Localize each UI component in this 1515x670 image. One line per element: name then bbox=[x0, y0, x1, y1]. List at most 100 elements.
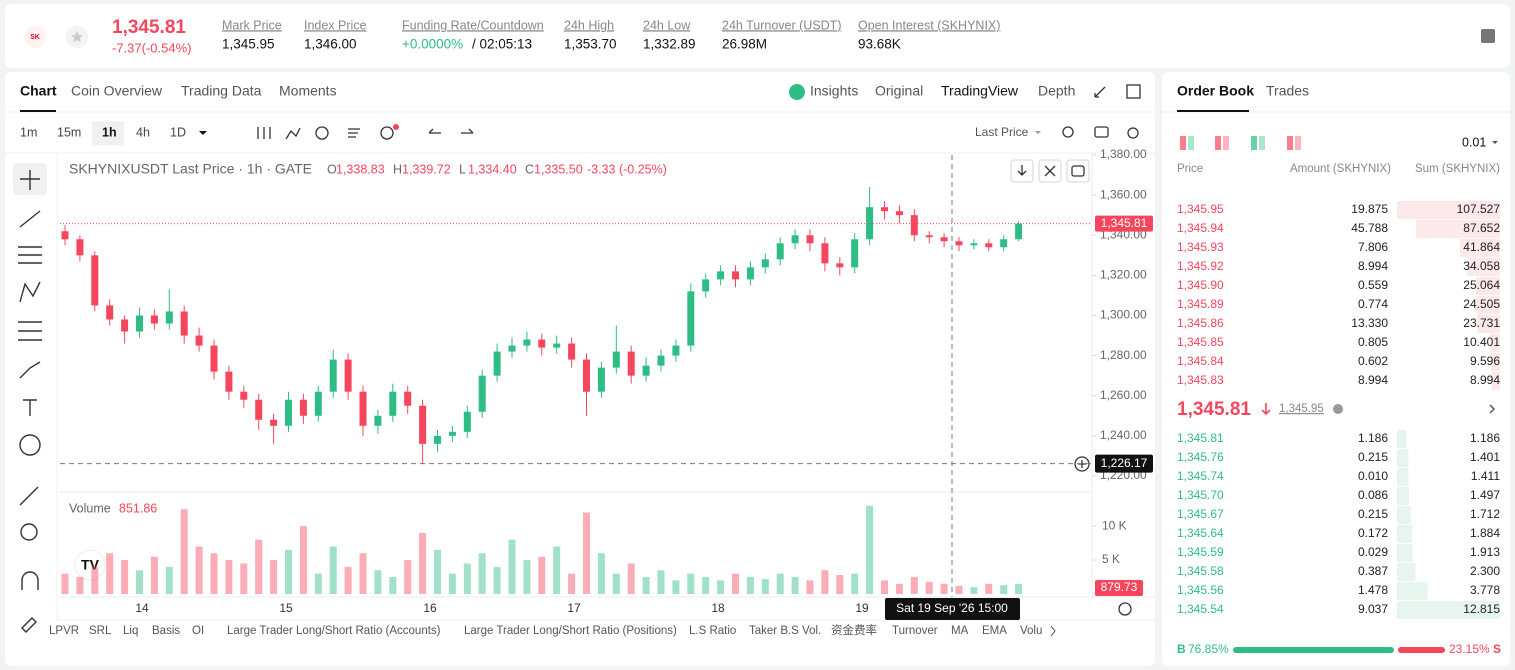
interval[interactable]: 15m bbox=[57, 125, 81, 139]
chart-tab[interactable]: Moments bbox=[279, 83, 337, 99]
chart-tab[interactable]: Trading Data bbox=[181, 83, 262, 99]
candle-body bbox=[881, 207, 888, 212]
interval[interactable]: 1h bbox=[102, 125, 117, 139]
legend-key: C bbox=[525, 162, 534, 176]
candle-body bbox=[508, 345, 516, 352]
bid-price: 1,345.81 bbox=[1177, 431, 1224, 445]
bid-price: 1,345.54 bbox=[1177, 602, 1224, 616]
indicator-tab[interactable]: L.S Ratio bbox=[689, 625, 736, 637]
drawing-tools[interactable] bbox=[13, 163, 47, 633]
indicator-tab[interactable]: Taker B.S Vol. bbox=[749, 625, 821, 637]
stat-value: 1,345.95 bbox=[222, 37, 275, 52]
ask-price: 1,345.92 bbox=[1177, 259, 1224, 273]
indicator-tab[interactable]: LPVR bbox=[49, 625, 79, 637]
chart-title: SKHYNIXUSDT Last Price · 1h · GATE bbox=[69, 161, 312, 177]
volume-bar bbox=[642, 577, 650, 594]
indicator-tab[interactable]: Volu bbox=[1020, 625, 1042, 637]
candle-body bbox=[791, 235, 799, 244]
candle-body bbox=[910, 215, 918, 236]
indicator-tab[interactable]: SRL bbox=[89, 625, 112, 637]
ob-tab[interactable]: Trades bbox=[1266, 83, 1309, 99]
indicator-tab[interactable]: Basis bbox=[152, 625, 180, 637]
volume-bar bbox=[195, 546, 203, 594]
tick-size[interactable]: 0.01 bbox=[1462, 135, 1486, 149]
volume-bar bbox=[761, 579, 769, 594]
buy-pct: 76.85% bbox=[1188, 642, 1229, 656]
ob-view-icon[interactable] bbox=[1251, 136, 1257, 150]
volume-bar bbox=[180, 509, 188, 594]
view-tab[interactable]: Insights bbox=[810, 83, 858, 99]
indicator-tab[interactable]: OI bbox=[192, 625, 204, 637]
ask-price: 1,345.95 bbox=[1177, 202, 1224, 216]
candle-body bbox=[895, 211, 903, 216]
chart-toolbar-icons[interactable] bbox=[257, 84, 1141, 616]
chart-tab[interactable]: Coin Overview bbox=[71, 83, 163, 99]
bid-price: 1,345.58 bbox=[1177, 564, 1224, 578]
volume-bar bbox=[121, 560, 129, 594]
view-tab[interactable]: Original bbox=[875, 83, 923, 99]
ask-depth bbox=[1491, 372, 1500, 390]
indicator-tab[interactable]: Large Trader Long/Short Ratio (Positions… bbox=[464, 625, 677, 637]
ob-tab-underline bbox=[1177, 110, 1249, 112]
ob-view-icon[interactable] bbox=[1188, 136, 1194, 150]
volume-bar bbox=[866, 505, 874, 594]
ask-amount: 0.774 bbox=[1358, 297, 1388, 311]
indicator-tab[interactable]: Liq bbox=[123, 625, 138, 637]
ask-sum: 87.652 bbox=[1463, 221, 1500, 235]
ob-view-icon[interactable] bbox=[1223, 136, 1229, 150]
volume-bar bbox=[746, 577, 754, 594]
chart-tab[interactable]: Chart bbox=[20, 83, 57, 99]
interval[interactable]: 1D bbox=[170, 125, 186, 139]
bid-depth bbox=[1397, 601, 1500, 619]
volume-bar bbox=[553, 546, 561, 594]
volume-bar bbox=[136, 570, 143, 594]
volume-bar bbox=[106, 553, 114, 594]
indicator-tab[interactable]: 资金费率 bbox=[831, 623, 877, 637]
last-price-tag-text: 1,345.81 bbox=[1101, 216, 1148, 230]
ob-view-icon[interactable] bbox=[1295, 136, 1301, 150]
ob-view-icon[interactable] bbox=[1259, 136, 1265, 150]
ob-view-icon[interactable] bbox=[1215, 136, 1221, 150]
ob-col: Sum (SKHYNIX) bbox=[1415, 163, 1500, 175]
layout-icon[interactable] bbox=[1481, 29, 1495, 43]
legend-value: 1,339.72 bbox=[402, 162, 451, 176]
ask-amount: 7.806 bbox=[1358, 240, 1388, 254]
ob-view-icon[interactable] bbox=[1180, 136, 1186, 150]
indicator-next[interactable] bbox=[1050, 625, 1056, 637]
view-tab[interactable]: TradingView bbox=[941, 83, 1019, 99]
x-tick-label: 14 bbox=[135, 601, 149, 615]
interval[interactable]: 1m bbox=[20, 125, 37, 139]
stat-label: 24h Low bbox=[643, 18, 691, 32]
indicator-tab[interactable]: Large Trader Long/Short Ratio (Accounts) bbox=[227, 625, 441, 637]
stat-extra: / 02:05:13 bbox=[472, 37, 532, 52]
ob-tab[interactable]: Order Book bbox=[1177, 83, 1254, 99]
mid-chevron[interactable] bbox=[1489, 404, 1496, 414]
ob-view-icon[interactable] bbox=[1287, 136, 1293, 150]
volume-bar bbox=[165, 566, 173, 594]
active-interval-bg bbox=[92, 121, 124, 145]
view-tab[interactable]: Depth bbox=[1038, 83, 1075, 99]
volume-bar bbox=[359, 553, 367, 594]
candle-body bbox=[121, 319, 129, 332]
indicator-tab[interactable]: Turnover bbox=[892, 625, 938, 637]
interval[interactable]: 4h bbox=[136, 125, 150, 139]
volume-bar bbox=[955, 585, 963, 594]
price-source[interactable]: Last Price bbox=[975, 125, 1029, 139]
ask-amount: 8.994 bbox=[1358, 259, 1388, 273]
candle-body bbox=[91, 255, 99, 306]
candle-body bbox=[225, 371, 233, 392]
bid-depth bbox=[1397, 449, 1409, 467]
candle-body bbox=[344, 359, 352, 392]
stat-value: 1,346.00 bbox=[304, 37, 357, 52]
y-tick-label: 1,360.00 bbox=[1100, 187, 1147, 201]
volume-bar bbox=[970, 587, 978, 594]
volume-bar bbox=[717, 580, 725, 594]
bid-sum: 1.497 bbox=[1470, 488, 1500, 502]
volume-bar bbox=[597, 553, 605, 594]
bid-sum: 2.300 bbox=[1470, 564, 1500, 578]
indicator-tab[interactable]: EMA bbox=[982, 625, 1007, 637]
indicator-tab[interactable]: MA bbox=[951, 625, 969, 637]
insights-icon bbox=[789, 84, 805, 100]
crosshair-volume-tag bbox=[1095, 580, 1143, 597]
ask-sum: 34.058 bbox=[1463, 259, 1500, 273]
